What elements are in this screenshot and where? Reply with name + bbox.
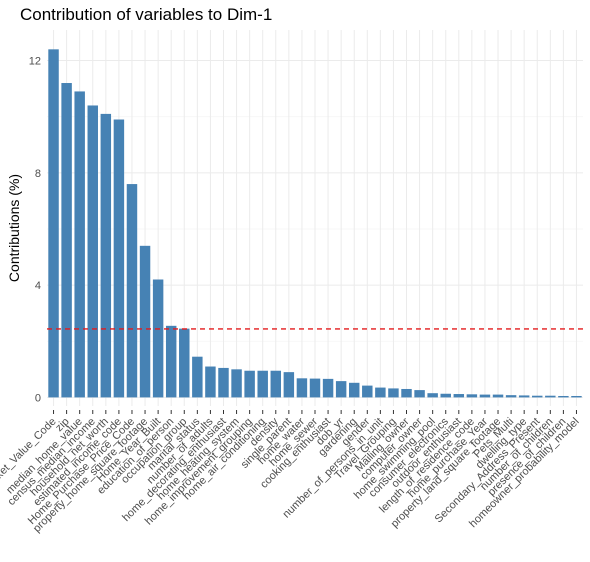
y-tick-label: 0 — [35, 392, 41, 404]
bar-median_home_value — [74, 91, 85, 398]
bar-consumer_electronics — [440, 393, 451, 398]
bar-education_of_person — [165, 325, 177, 398]
bar-dob_yr — [335, 381, 347, 398]
bar-single_parent — [283, 372, 295, 398]
bar-number_of_adults — [205, 366, 216, 398]
bar-Home_Purchase_Price_Code — [126, 184, 138, 398]
bar-home_purchase_Year — [479, 394, 491, 398]
bar-cooking_enthusiast — [322, 378, 334, 398]
x-axis: Home_Market_Value_Codezipmedian_home_val… — [0, 410, 582, 535]
bar-property_home_square_footage — [139, 245, 151, 398]
bar-estimated_income_code — [113, 119, 125, 398]
bar-home_heating_system — [231, 369, 242, 398]
bar-home_improvement_grouping — [244, 370, 255, 398]
bar-dwelling_type — [518, 395, 530, 398]
bar-home_water — [296, 378, 308, 398]
bar-homeowner_probability_model — [571, 395, 582, 398]
y-axis-title: Contributions (%) — [6, 174, 22, 282]
bar-gardening — [348, 382, 360, 398]
bar-household_net_worth — [100, 113, 112, 398]
bar-marital_status — [192, 356, 203, 398]
y-axis: 0 4 8 12 — [29, 56, 41, 405]
bar-Secondary_Address_Present — [532, 395, 543, 398]
bar-Home_Year_Built — [152, 279, 164, 398]
bar-Pets_Multi — [505, 395, 517, 398]
bar-Travel_Grouping — [388, 388, 399, 398]
bar-gender — [362, 385, 373, 398]
bar-computer_owner — [414, 390, 425, 398]
bars — [48, 49, 582, 398]
y-tick-label: 12 — [29, 56, 41, 68]
bar-density — [270, 370, 282, 398]
bar-Mailing_owner — [401, 388, 412, 398]
bar-number_of_persons_in_unit — [375, 387, 386, 398]
bar-census_median_income — [87, 105, 98, 398]
bar-home_decorating_enthusiast — [218, 367, 229, 398]
bar-home_swimming_pool — [427, 393, 438, 398]
bar-length_of_residence_code — [466, 394, 478, 398]
bar-property_land_square_footage — [492, 394, 504, 398]
bar-presence_of_children — [558, 395, 569, 398]
y-tick-label: 8 — [35, 168, 41, 180]
bar-number_of_children — [545, 395, 556, 398]
bar-Home_Market_Value_Code — [48, 49, 59, 398]
bar-outdoor_enthusiast — [453, 394, 465, 398]
bar-zip — [61, 83, 72, 398]
bar-home_sewer — [309, 378, 321, 398]
bar-occupation_group — [179, 328, 190, 398]
y-tick-label: 4 — [35, 280, 41, 292]
bar-home_air_conditioning — [257, 370, 268, 398]
chart-title: Contribution of variables to Dim-1 — [20, 5, 272, 24]
